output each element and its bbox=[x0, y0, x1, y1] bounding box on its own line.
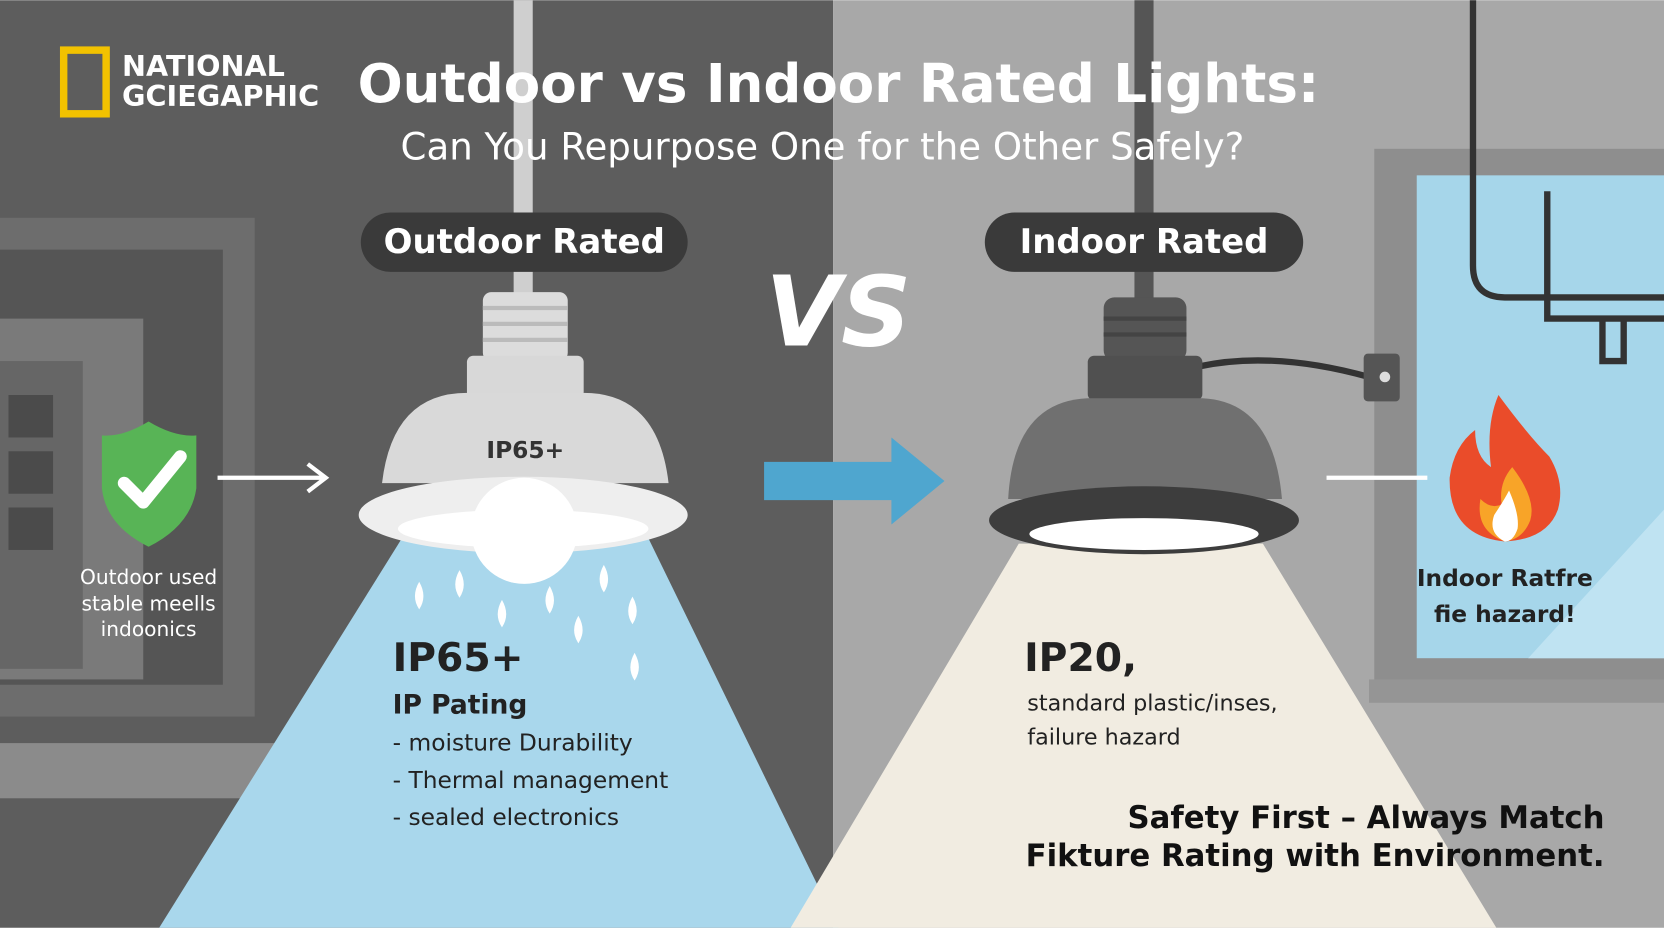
rating: IP65+ bbox=[393, 636, 524, 681]
note-line: indoonics bbox=[101, 617, 197, 641]
subtitle: Can You Repurpose One for the Other Safe… bbox=[401, 125, 1245, 168]
note-line: fie hazard! bbox=[1434, 600, 1576, 628]
badge-label: Outdoor Rated bbox=[384, 222, 665, 262]
logo-line: GCIEGAPHIC bbox=[122, 79, 319, 113]
logo-line: NATIONAL bbox=[122, 49, 285, 83]
left-window bbox=[0, 217, 303, 799]
vs-label: VS bbox=[765, 255, 911, 369]
note-line: Outdoor used bbox=[80, 565, 217, 589]
outdoor-lamp bbox=[358, 292, 688, 584]
feature: - moisture Durability bbox=[393, 729, 633, 757]
badge bbox=[360, 212, 688, 272]
badge-label: Indoor Rated bbox=[1020, 222, 1269, 262]
water-drops bbox=[414, 564, 639, 681]
feature: - Thermal management bbox=[393, 766, 669, 794]
indoor-light-cone bbox=[790, 543, 1497, 928]
rating: IP20, bbox=[1024, 636, 1137, 681]
title: Outdoor vs Indoor Rated Lights: bbox=[358, 53, 1320, 115]
feature: - sealed electronics bbox=[393, 803, 619, 831]
fire-icon bbox=[1449, 395, 1561, 542]
detail: standard plastic/inses, bbox=[1027, 690, 1277, 716]
check-shield bbox=[101, 421, 197, 547]
arrow bbox=[217, 437, 1428, 525]
right-window bbox=[1368, 0, 1664, 703]
rating-caption: IP Pating bbox=[393, 689, 528, 720]
footer-line: Safety First – Always Match bbox=[1127, 800, 1604, 836]
indoor-lamp bbox=[989, 297, 1400, 555]
footer-line: Fikture Rating with Environment. bbox=[1026, 838, 1605, 874]
note-line: Indoor Ratfre bbox=[1417, 564, 1593, 592]
outdoor-light-cone bbox=[159, 536, 839, 928]
fixture-label: IP65+ bbox=[486, 436, 564, 464]
detail: failure hazard bbox=[1027, 724, 1180, 750]
note-line: stable meells bbox=[82, 592, 216, 616]
logo-frame bbox=[59, 46, 110, 118]
badge bbox=[984, 212, 1304, 272]
